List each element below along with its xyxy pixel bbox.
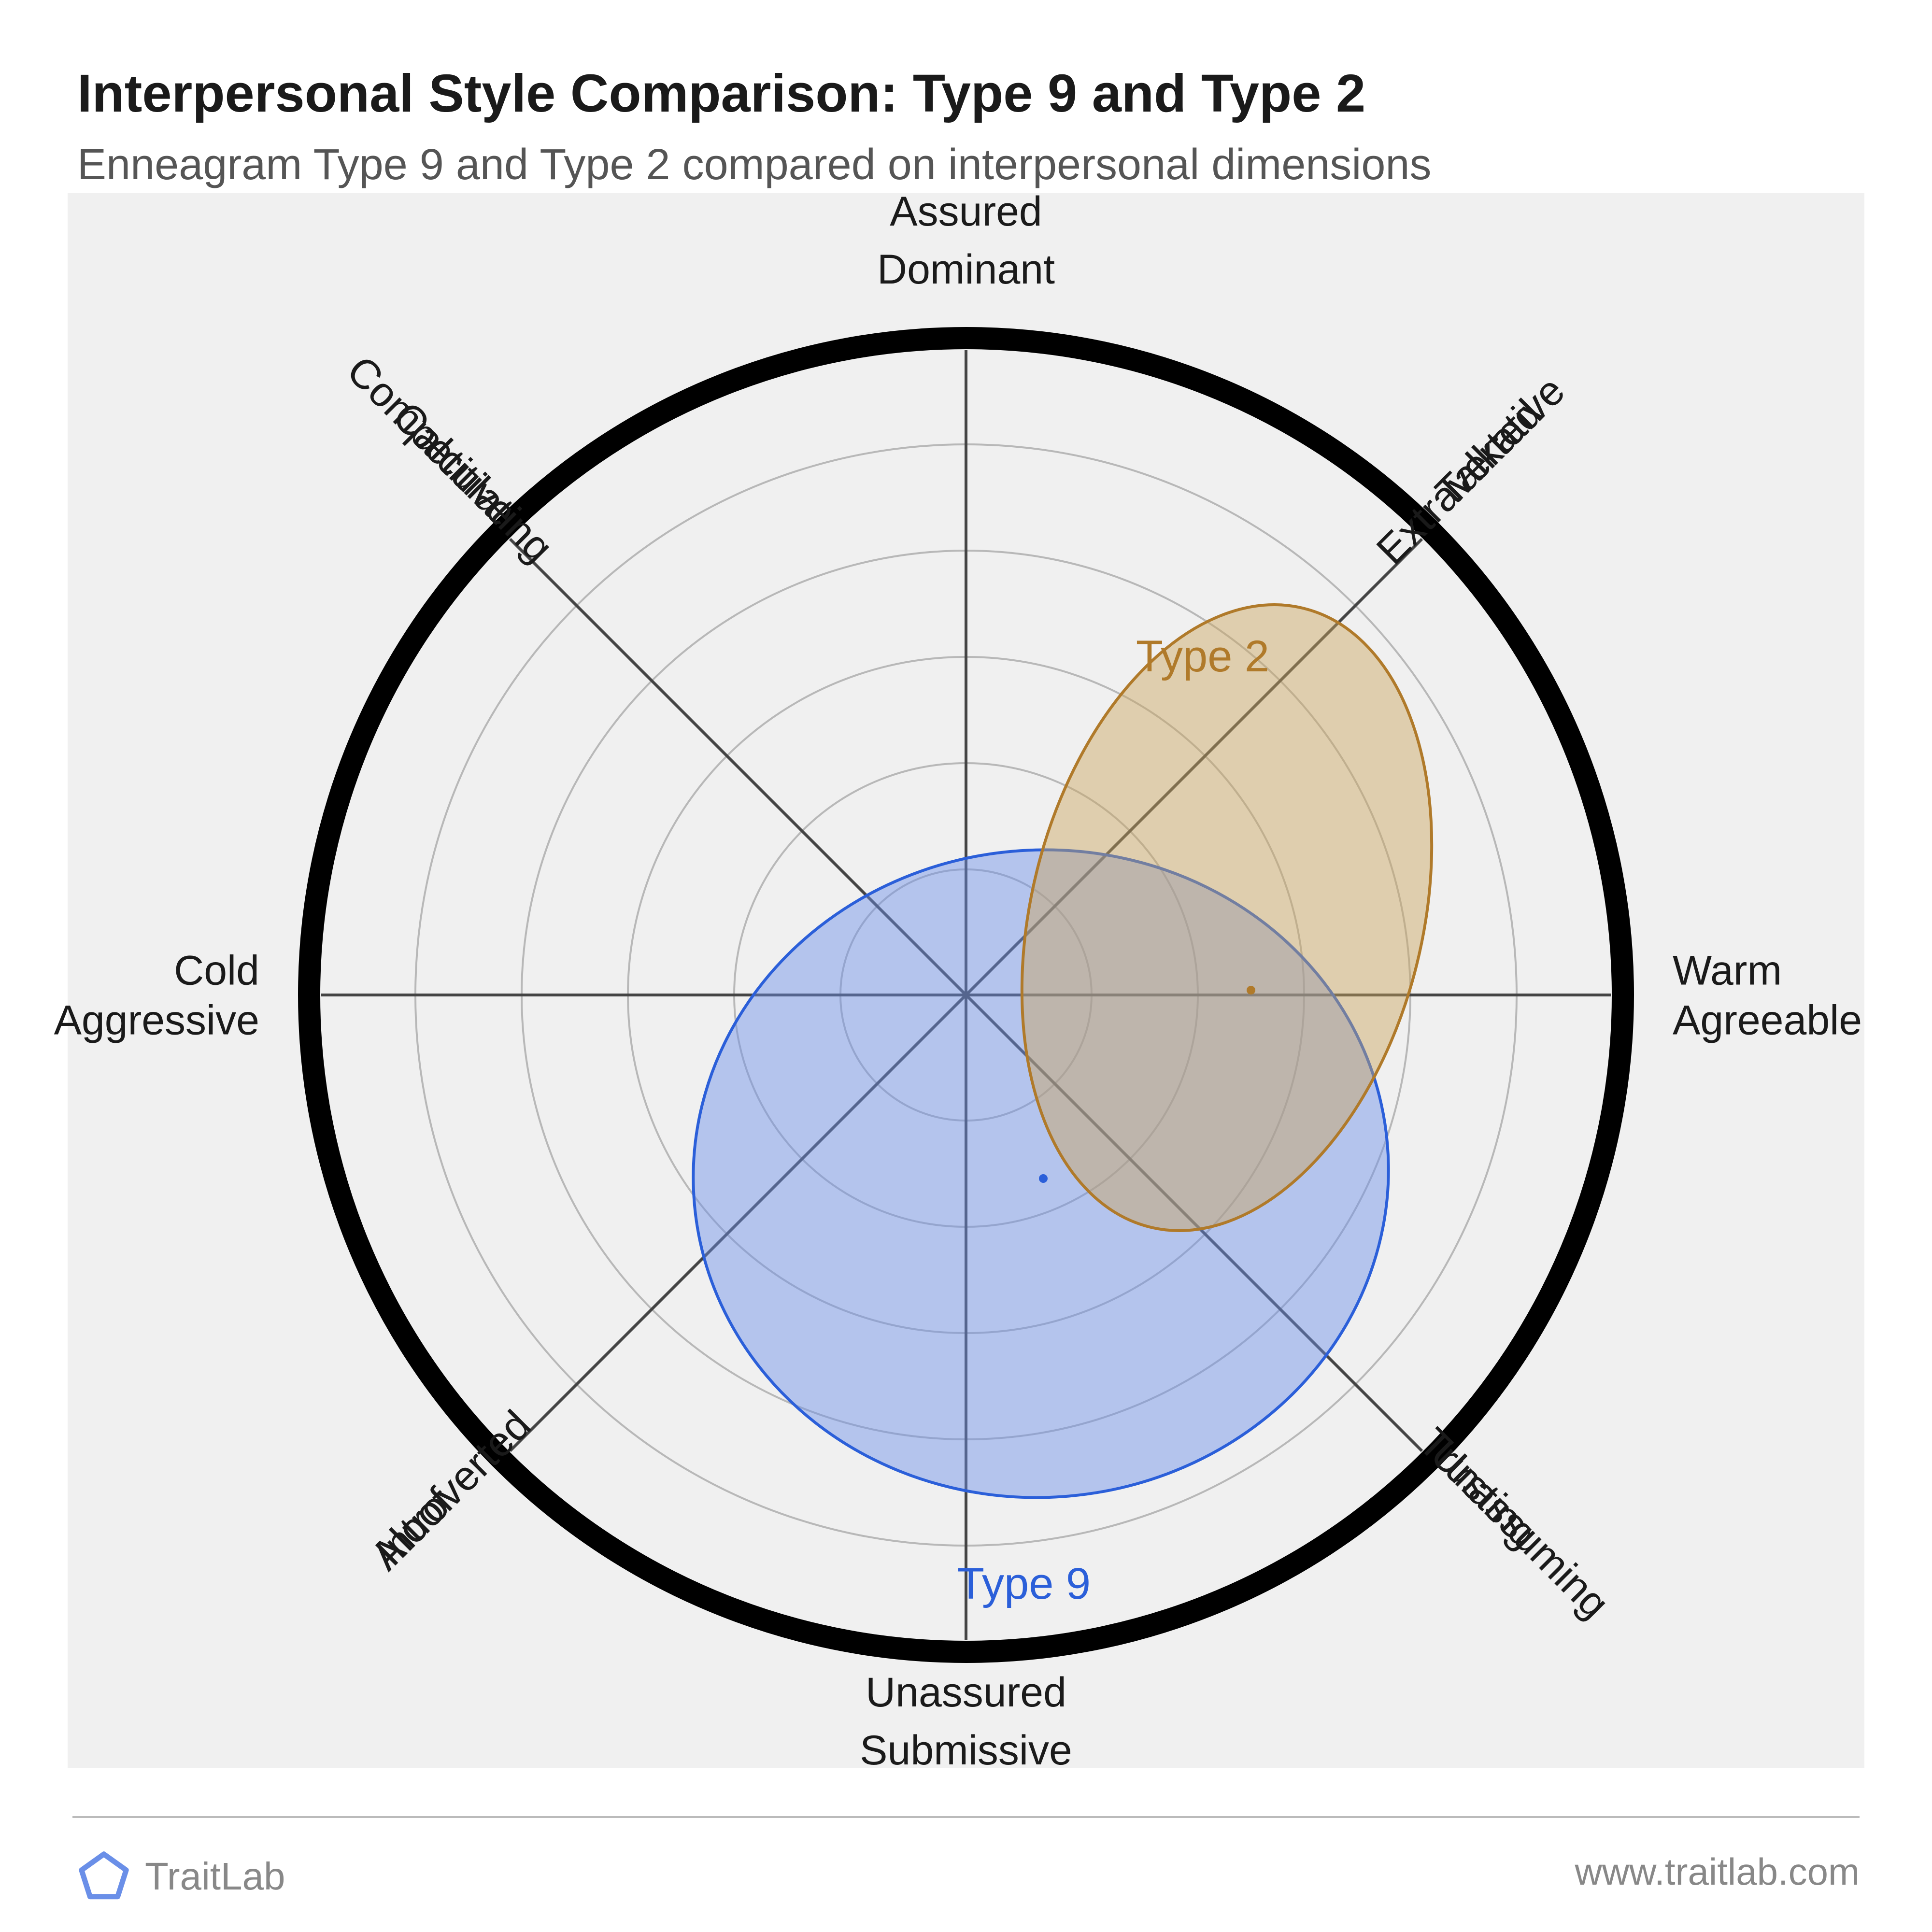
- axis-label: Unassured: [866, 1669, 1066, 1716]
- footer-url: www.traitlab.com: [1575, 1850, 1860, 1894]
- axis-label: Talkative: [1427, 368, 1574, 514]
- axis-label: Unassuming: [1422, 1431, 1618, 1627]
- brand-name: TraitLab: [145, 1854, 285, 1899]
- axis-label: Competitive: [338, 347, 526, 535]
- axis-label: Agreeable: [1673, 997, 1862, 1044]
- circumplex-chart: AssuredDominantExtravertedTalkativeWarmA…: [0, 0, 1932, 1932]
- footer-rule: [72, 1816, 1860, 1818]
- series-label: Type 9: [957, 1559, 1091, 1608]
- axis-label: Submissive: [860, 1727, 1072, 1774]
- series-label: Type 2: [1136, 632, 1269, 681]
- brand-logo-icon: [77, 1850, 130, 1903]
- axis-label: Warm: [1673, 948, 1782, 994]
- axis-label: Dominant: [877, 246, 1055, 293]
- axis-label: Assured: [890, 188, 1042, 235]
- axis-label: Cold: [174, 948, 259, 994]
- footer-brand: TraitLab: [77, 1850, 285, 1903]
- axis-label: Aggressive: [54, 997, 259, 1044]
